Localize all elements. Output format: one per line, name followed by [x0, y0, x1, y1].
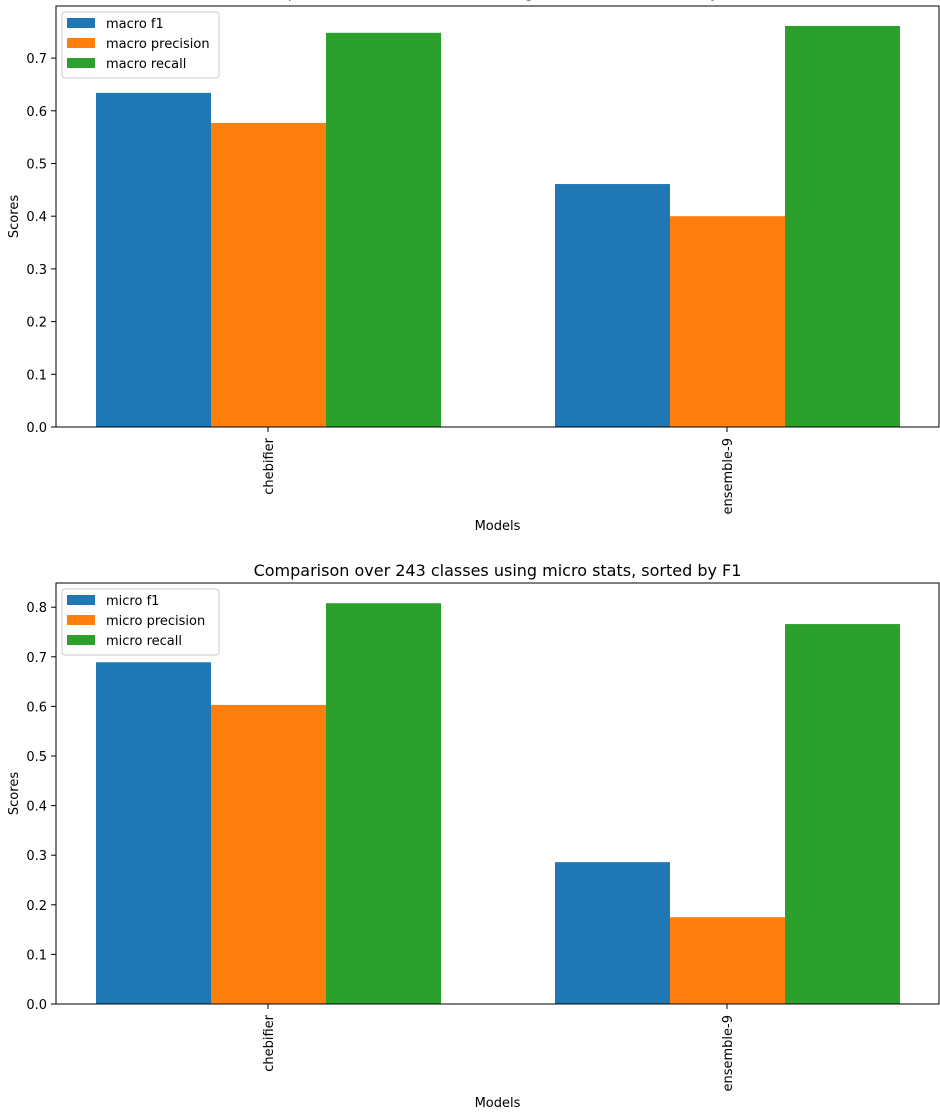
- y-tick-label: 0.3: [26, 849, 47, 864]
- bar-macro-recall-ensemble-9: [785, 25, 900, 427]
- chart-title: Comparison over 243 classes using micro …: [254, 561, 742, 580]
- bar-macro-precision-chebifier: [211, 122, 326, 428]
- legend-swatch: [67, 635, 95, 645]
- y-tick-label: 0.5: [26, 158, 47, 173]
- bar-micro-precision-chebifier: [211, 704, 326, 1004]
- chart-panel-1: Comparison over 243 classes using macro …: [7, 0, 940, 534]
- legend-label: macro recall: [106, 57, 186, 72]
- y-tick-label: 0.2: [26, 316, 47, 331]
- x-tick-label: chebifier: [262, 1014, 277, 1071]
- y-tick-label: 0.0: [26, 998, 47, 1013]
- x-axis-label: Models: [475, 519, 521, 534]
- y-tick-label: 0.4: [26, 210, 47, 225]
- x-axis-label: Models: [475, 1096, 521, 1109]
- y-tick-label: 0.8: [26, 601, 47, 616]
- bar-macro-recall-chebifier: [326, 32, 441, 427]
- legend-label: micro precision: [106, 614, 205, 629]
- y-tick-label: 0.4: [26, 800, 47, 815]
- legend-swatch: [67, 615, 95, 625]
- y-axis-label: Scores: [7, 195, 22, 238]
- y-tick-label: 0.1: [26, 948, 47, 963]
- y-tick-label: 0.1: [26, 368, 47, 383]
- legend: micro f1 micro precision micro recall: [61, 588, 220, 656]
- legend: macro f1 macro precision macro recall: [61, 11, 220, 79]
- legend-label: macro precision: [106, 37, 210, 52]
- y-tick-label: 0.3: [26, 263, 47, 278]
- legend-swatch: [67, 18, 95, 28]
- x-tick-label: chebifier: [262, 437, 277, 494]
- bar-micro-f1-chebifier: [96, 662, 211, 1004]
- chart-title: Comparison over 243 classes using macro …: [251, 0, 744, 1]
- legend-swatch: [67, 38, 95, 48]
- bar-micro-precision-ensemble-9: [670, 917, 785, 1004]
- y-tick-label: 0.6: [26, 105, 47, 120]
- legend-swatch: [67, 58, 95, 68]
- legend-swatch: [67, 595, 95, 605]
- y-tick-label: 0.2: [26, 899, 47, 914]
- bar-micro-recall-ensemble-9: [785, 624, 900, 1004]
- y-tick-label: 0.6: [26, 700, 47, 715]
- legend-label: macro f1: [106, 17, 164, 32]
- chart-panel-2: Comparison over 243 classes using micro …: [7, 561, 940, 1111]
- axes-frame: [55, 582, 940, 1005]
- legend-label: micro recall: [106, 634, 182, 649]
- x-tick-label: ensemble-9: [721, 438, 736, 515]
- legend-label: micro f1: [106, 594, 159, 609]
- legend-box: [61, 11, 220, 79]
- y-tick-label: 0.0: [26, 421, 47, 436]
- y-axis-label: Scores: [7, 772, 22, 815]
- bar-macro-precision-ensemble-9: [670, 216, 785, 427]
- y-tick-label: 0.7: [26, 52, 47, 67]
- bar-macro-f1-ensemble-9: [555, 184, 670, 427]
- y-tick-label: 0.5: [26, 750, 47, 765]
- legend-box: [61, 588, 220, 656]
- bar-micro-recall-chebifier: [326, 603, 441, 1004]
- y-tick-label: 0.7: [26, 651, 47, 666]
- bar-micro-f1-ensemble-9: [555, 862, 670, 1004]
- bar-macro-f1-chebifier: [96, 92, 211, 427]
- x-tick-label: ensemble-9: [721, 1015, 736, 1092]
